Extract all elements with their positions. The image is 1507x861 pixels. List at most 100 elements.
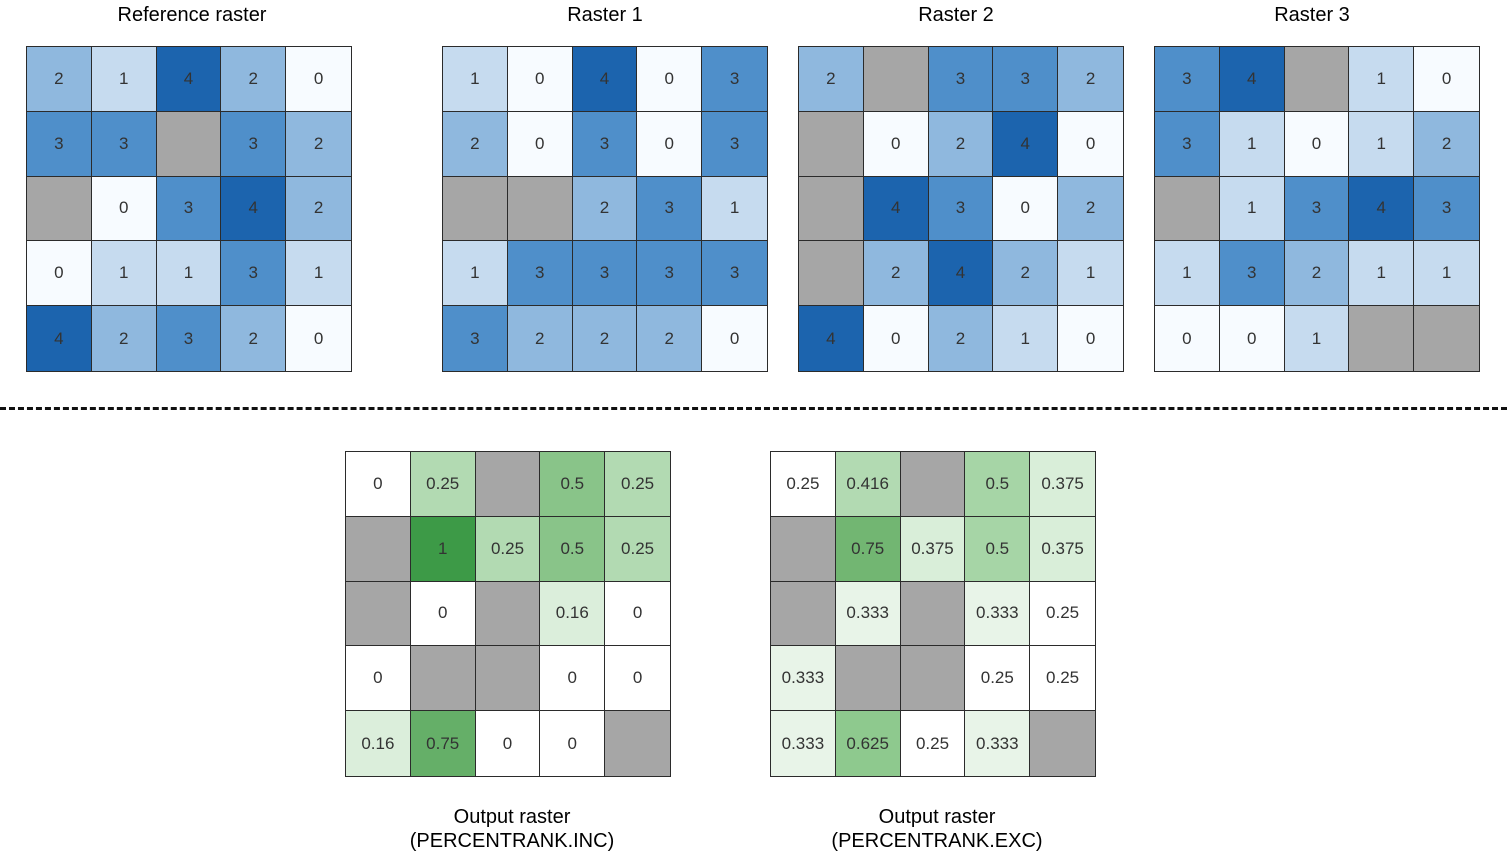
- raster3-cell-r2c1: 1: [1219, 176, 1285, 242]
- raster3-cell-r0c1: 4: [1219, 47, 1285, 112]
- raster2-cell-r3c0: [799, 241, 864, 307]
- raster1-cell-r2c2: 2: [572, 176, 638, 242]
- reference-cell-r1c4: 2: [286, 111, 351, 177]
- output-exc-cell-r0c3: 0.5: [965, 452, 1031, 517]
- raster1-cell-r0c4: 3: [702, 47, 767, 112]
- reference-cell-r4c3: 2: [221, 306, 287, 371]
- output-inc-cell-r3c3: 0: [540, 646, 606, 712]
- reference-cell-r4c0: 4: [27, 306, 92, 371]
- output-exc-cell-r3c1: [835, 646, 901, 712]
- raster1-cell-r4c2: 2: [572, 306, 638, 371]
- raster3-cell-r4c2: 1: [1284, 306, 1350, 371]
- raster3-cell-r0c0: 3: [1155, 47, 1220, 112]
- raster3-cell-r0c2: [1284, 47, 1350, 112]
- raster1-cell-r0c1: 0: [507, 47, 573, 112]
- output-exc-cell-r2c3: 0.333: [965, 581, 1031, 647]
- raster2-cell-r0c0: 2: [799, 47, 864, 112]
- dashed-divider: [0, 407, 1507, 410]
- reference-cell-r2c0: [27, 176, 92, 242]
- output-inc-cell-r3c0: 0: [346, 646, 411, 712]
- output-exc-cell-r4c2: 0.25: [900, 711, 966, 776]
- reference-cell-r1c2: [156, 111, 222, 177]
- output-exc-cell-r3c4: 0.25: [1030, 646, 1095, 712]
- raster3-cell-r1c4: 2: [1414, 111, 1479, 177]
- grid-output-exc: 0.25 0.416 0.5 0.375 0.75 0.375 0.5 0.375 0.333 0…: [770, 451, 1096, 777]
- output-inc-cell-r1c0: [346, 516, 411, 582]
- raster2-cell-r2c0: [799, 176, 864, 242]
- output-exc-cell-r0c4: 0.375: [1030, 452, 1095, 517]
- reference-cell-r1c3: 3: [221, 111, 287, 177]
- output-exc-cell-r3c3: 0.25: [965, 646, 1031, 712]
- raster1-cell-r2c3: 3: [637, 176, 703, 242]
- raster3-cell-r0c4: 0: [1414, 47, 1479, 112]
- output-inc-cell-r1c1: 1: [410, 516, 476, 582]
- raster1-cell-r0c2: 4: [572, 47, 638, 112]
- raster3-cell-r1c3: 1: [1349, 111, 1415, 177]
- reference-cell-r1c0: 3: [27, 111, 92, 177]
- raster3-cell-r3c3: 1: [1349, 241, 1415, 307]
- title-reference: Reference raster: [117, 4, 267, 26]
- raster3-cell-r1c2: 0: [1284, 111, 1350, 177]
- reference-cell-r0c3: 2: [221, 47, 287, 112]
- output-exc-cell-r3c0: 0.333: [771, 646, 836, 712]
- output-inc-cell-r4c1: 0.75: [410, 711, 476, 776]
- raster2-cell-r0c2: 3: [928, 47, 994, 112]
- reference-cell-r4c1: 2: [91, 306, 157, 371]
- reference-cell-r2c4: 2: [286, 176, 351, 242]
- raster2-cell-r4c1: 0: [863, 306, 929, 371]
- raster1-cell-r4c1: 2: [507, 306, 573, 371]
- reference-cell-r2c3: 4: [221, 176, 287, 242]
- output-exc-cell-r0c2: [900, 452, 966, 517]
- output-exc-cell-r1c0: [771, 516, 836, 582]
- raster1-cell-r4c4: 0: [702, 306, 767, 371]
- raster3-cell-r3c0: 1: [1155, 241, 1220, 307]
- raster1-cell-r2c1: [507, 176, 573, 242]
- caption-inc-line2: (PERCENTRANK.INC): [409, 830, 615, 852]
- title-raster2: Raster 2: [918, 4, 994, 26]
- reference-cell-r1c1: 3: [91, 111, 157, 177]
- output-inc-cell-r4c3: 0: [540, 711, 606, 776]
- output-exc-cell-r4c4: [1030, 711, 1095, 776]
- raster3-cell-r3c2: 2: [1284, 241, 1350, 307]
- caption-output-inc: Output raster (PERCENTRANK.INC): [410, 805, 614, 853]
- raster1-cell-r3c1: 3: [507, 241, 573, 307]
- output-inc-cell-r4c2: 0: [475, 711, 541, 776]
- raster3-cell-r4c1: 0: [1219, 306, 1285, 371]
- output-inc-cell-r1c4: 0.25: [605, 516, 670, 582]
- output-inc-cell-r1c3: 0.5: [540, 516, 606, 582]
- output-inc-cell-r3c2: [475, 646, 541, 712]
- output-exc-cell-r1c1: 0.75: [835, 516, 901, 582]
- raster2-cell-r2c4: 2: [1058, 176, 1123, 242]
- raster1-cell-r1c3: 0: [637, 111, 703, 177]
- raster1-cell-r1c1: 0: [507, 111, 573, 177]
- output-exc-cell-r1c4: 0.375: [1030, 516, 1095, 582]
- caption-exc-line1: Output raster: [878, 806, 996, 828]
- caption-output-exc: Output raster (PERCENTRANK.EXC): [831, 805, 1042, 853]
- output-exc-cell-r3c2: [900, 646, 966, 712]
- raster3-cell-r1c0: 3: [1155, 111, 1220, 177]
- output-exc-cell-r0c1: 0.416: [835, 452, 901, 517]
- raster1-cell-r0c3: 0: [637, 47, 703, 112]
- reference-cell-r3c3: 3: [221, 241, 287, 307]
- raster3-cell-r0c3: 1: [1349, 47, 1415, 112]
- raster2-cell-r2c3: 0: [993, 176, 1059, 242]
- output-inc-cell-r0c2: [475, 452, 541, 517]
- output-inc-cell-r0c1: 0.25: [410, 452, 476, 517]
- raster1-cell-r3c2: 3: [572, 241, 638, 307]
- raster1-cell-r0c0: 1: [443, 47, 508, 112]
- output-inc-cell-r3c1: [410, 646, 476, 712]
- raster1-cell-r2c4: 1: [702, 176, 767, 242]
- output-exc-cell-r4c1: 0.625: [835, 711, 901, 776]
- raster2-cell-r2c1: 4: [863, 176, 929, 242]
- raster2-cell-r0c3: 3: [993, 47, 1059, 112]
- raster3-cell-r1c1: 1: [1219, 111, 1285, 177]
- reference-cell-r0c2: 4: [156, 47, 222, 112]
- raster1-cell-r3c4: 3: [702, 241, 767, 307]
- output-inc-cell-r2c0: [346, 581, 411, 647]
- raster1-cell-r4c3: 2: [637, 306, 703, 371]
- raster2-cell-r3c1: 2: [863, 241, 929, 307]
- reference-cell-r3c0: 0: [27, 241, 92, 307]
